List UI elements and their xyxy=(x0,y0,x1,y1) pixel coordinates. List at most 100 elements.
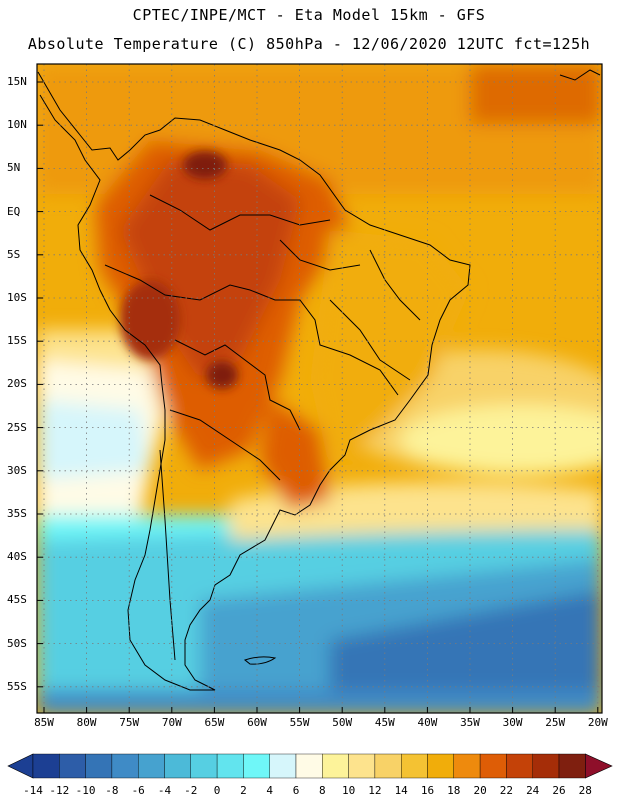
colorbar-swatch xyxy=(32,753,60,779)
colorbar-label: 0 xyxy=(213,784,221,797)
colorbar-swatch xyxy=(453,753,481,779)
colorbar-swatch xyxy=(85,753,113,779)
field-hotspot-chaco xyxy=(206,361,238,389)
lat-label: 30S xyxy=(7,463,27,477)
colorbar-label: 22 xyxy=(499,784,514,797)
lon-label: 70W xyxy=(161,716,182,729)
axis-ticks xyxy=(37,81,599,713)
colorbar-swatch xyxy=(479,753,507,779)
caribbean-coast xyxy=(559,69,601,81)
lon-label: 40W xyxy=(417,716,438,729)
lon-label: 55W xyxy=(289,716,310,729)
lat-label: 5N xyxy=(7,161,21,175)
field-brazil-east xyxy=(310,230,470,470)
colorbar-swatch xyxy=(427,753,454,779)
lon-label: 20W xyxy=(587,716,608,729)
field-south-deep xyxy=(330,590,602,713)
colorbar-swatch xyxy=(269,753,297,779)
lat-label: 50S xyxy=(7,636,27,650)
colorbar-label: -6 xyxy=(131,784,145,797)
colorbar-swatch xyxy=(374,753,402,779)
colorbar-label: -4 xyxy=(157,784,172,797)
colorbar-label: 4 xyxy=(266,784,273,797)
lat-label: 20S xyxy=(7,377,27,391)
colorbar-swatch xyxy=(216,753,244,779)
colorbar-swatch xyxy=(137,753,165,779)
lat-label: 5S xyxy=(7,247,21,261)
colorbar-arrow-right xyxy=(584,753,613,779)
border-brazil-states3 xyxy=(279,239,361,271)
lon-label: 85W xyxy=(34,716,54,729)
colorbar-label: -8 xyxy=(105,784,119,797)
colorbar-swatch xyxy=(558,753,586,779)
colorbar-swatch xyxy=(164,753,191,779)
colorbar-label: 16 xyxy=(420,784,435,797)
map-frame xyxy=(36,63,603,714)
lon-label: 50W xyxy=(332,716,353,729)
border-bolivia-paraguay xyxy=(174,339,301,431)
border-argentina-north xyxy=(169,409,281,481)
lat-label: EQ xyxy=(7,204,21,218)
falkland-islands xyxy=(243,656,277,665)
field-andes-hot xyxy=(120,280,180,360)
colorbar-label: 10 xyxy=(341,784,356,797)
lat-label: 10N xyxy=(7,118,27,132)
field-pac-lightblue xyxy=(37,400,150,480)
lon-label: 60W xyxy=(247,716,267,729)
colorbar-swatch xyxy=(243,753,270,779)
colorbar-label: 6 xyxy=(292,784,300,797)
colorbar-label: 26 xyxy=(552,784,566,797)
colorbar xyxy=(7,753,613,779)
lat-label: 35S xyxy=(7,507,27,520)
colorbar-label: -14 xyxy=(23,784,43,797)
border-amazon-south xyxy=(104,264,399,396)
colorbar-swatch xyxy=(190,753,218,779)
colorbar-swatch xyxy=(59,753,86,779)
colorbar-label: 8 xyxy=(318,784,326,797)
colorbar-swatch xyxy=(506,753,533,779)
colorbar-swatch xyxy=(295,753,323,779)
lon-label: 35W xyxy=(460,716,480,729)
lat-label: 25S xyxy=(7,420,27,434)
chart-title-line1: CPTEC/INPE/MCT - Eta Model 15km - GFS xyxy=(132,6,486,24)
border-brazil-states2 xyxy=(329,299,411,381)
gridlines xyxy=(37,64,602,713)
colorbar-label: 12 xyxy=(368,784,382,797)
lat-label: 10S xyxy=(7,291,27,304)
colorbar-label: 2 xyxy=(240,784,247,797)
border-chile-argentina xyxy=(159,449,176,661)
field-hotspot-north xyxy=(183,151,227,179)
lat-label: 40S xyxy=(7,550,27,564)
colorbar-swatch xyxy=(401,753,428,779)
colorbar-swatch xyxy=(322,753,349,779)
colorbar-label: 18 xyxy=(447,784,461,797)
colorbar-arrow-left xyxy=(7,753,34,779)
border-brazil-states1 xyxy=(369,249,421,321)
lat-label: 55S xyxy=(7,679,27,693)
south-america-coast xyxy=(37,71,471,691)
colorbar-label: 24 xyxy=(526,784,540,797)
lat-label: 15S xyxy=(7,334,27,348)
colorbar-swatch xyxy=(532,753,560,779)
chart-title-line2: Absolute Temperature (C) 850hPa - 12/06/… xyxy=(27,35,591,53)
colorbar-swatch xyxy=(111,753,139,779)
lat-label: 15N xyxy=(7,75,27,88)
colorbar-swatch xyxy=(348,753,376,779)
coastlines xyxy=(37,69,601,691)
field-atl-pale2 xyxy=(400,405,602,475)
lon-label: 75W xyxy=(119,716,140,729)
lon-label: 65W xyxy=(204,716,225,729)
colorbar-label: 28 xyxy=(578,784,592,797)
field-ne-corner xyxy=(470,64,602,124)
lon-label: 80W xyxy=(76,716,97,729)
colorbar-label: -10 xyxy=(75,784,96,797)
lon-label: 30W xyxy=(502,716,523,729)
colorbar-label: 20 xyxy=(473,784,487,797)
colorbar-label: -2 xyxy=(184,784,198,797)
colorbar-label: 14 xyxy=(394,784,408,797)
lon-label: 25W xyxy=(545,716,566,729)
temperature-field xyxy=(37,64,602,713)
lon-label: 45W xyxy=(374,716,395,729)
lat-label: 45S xyxy=(7,593,27,607)
